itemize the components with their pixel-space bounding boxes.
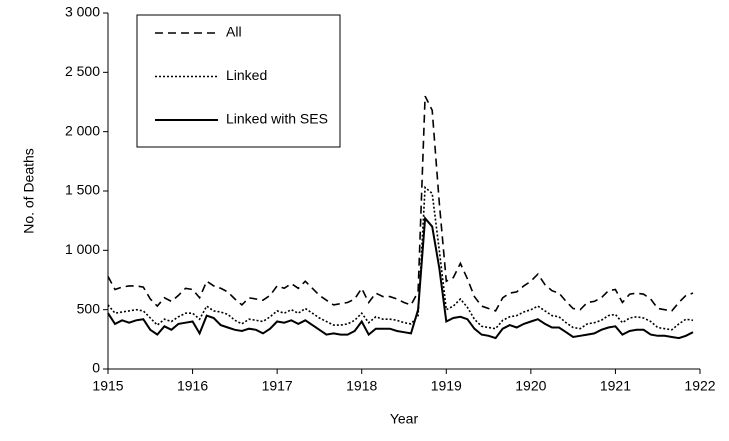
line-series: [107, 95, 694, 312]
legend-label: Linked with SES: [226, 111, 328, 127]
line-series: [107, 215, 694, 340]
x-tick-label: 1918: [346, 378, 377, 394]
x-tick-label: 1916: [177, 378, 208, 394]
x-axis-label: Year: [390, 411, 419, 427]
y-tick-label: 3 000: [65, 4, 100, 20]
y-tick-label: 2 500: [65, 63, 100, 79]
x-tick-label: 1917: [262, 378, 293, 394]
legend-label: All: [226, 24, 242, 40]
y-tick-label: 1 000: [65, 241, 100, 257]
x-tick-label: 1919: [431, 378, 462, 394]
legend-box: [136, 14, 341, 148]
x-tick-label: 1922: [684, 378, 715, 394]
y-tick-label: 1 500: [65, 182, 100, 198]
y-tick-label: 2 000: [65, 122, 100, 138]
x-tick-label: 1921: [600, 378, 631, 394]
legend-label: Linked: [226, 67, 267, 83]
y-axis-label: No. of Deaths: [21, 148, 37, 234]
line-series: [107, 185, 694, 331]
x-tick-label: 1915: [92, 378, 123, 394]
x-tick-label: 1920: [515, 378, 546, 394]
y-tick-label: 0: [92, 360, 100, 376]
y-tick-label: 500: [77, 300, 101, 316]
